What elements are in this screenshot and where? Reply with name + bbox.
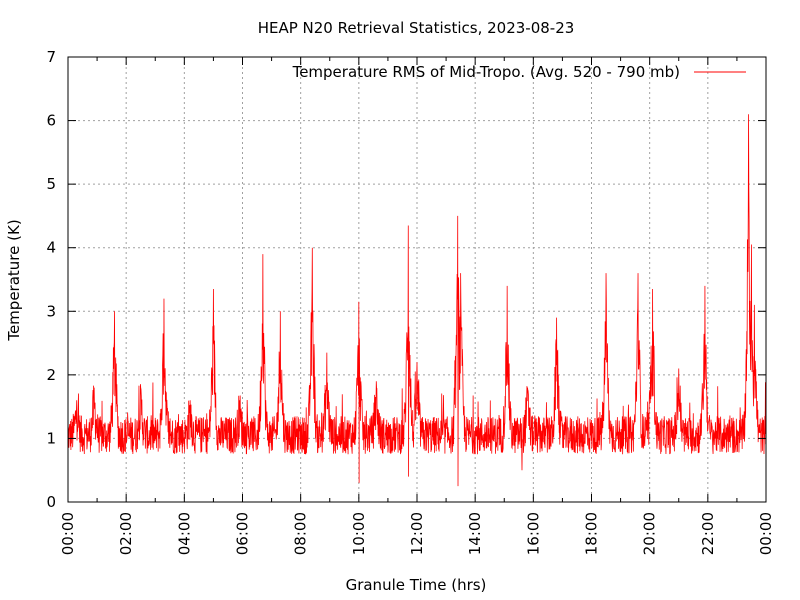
y-tick-label: 0 — [46, 493, 56, 511]
y-tick-label: 7 — [46, 48, 56, 66]
x-tick-label: 08:00 — [292, 512, 310, 555]
y-tick-label: 5 — [46, 175, 56, 193]
y-tick-labels: 0 1 2 3 4 5 6 7 — [46, 48, 56, 511]
y-tick-label: 6 — [46, 112, 56, 130]
x-tick-label: 00:00 — [757, 512, 775, 555]
y-tick-label: 1 — [46, 429, 56, 447]
x-tick-label: 06:00 — [234, 512, 252, 555]
x-tick-label: 14:00 — [466, 512, 484, 555]
series-group — [67, 114, 767, 487]
x-tick-label: 22:00 — [699, 512, 717, 555]
legend-label: Temperature RMS of Mid-Tropo. (Avg. 520 … — [292, 63, 680, 81]
x-tick-label: 12:00 — [408, 512, 426, 555]
legend: Temperature RMS of Mid-Tropo. (Avg. 520 … — [292, 63, 746, 81]
chart-title: HEAP N20 Retrieval Statistics, 2023-08-2… — [258, 19, 575, 37]
y-tick-label: 2 — [46, 366, 56, 384]
y-axis-label: Temperature (K) — [5, 219, 23, 341]
x-tick-label: 18:00 — [583, 512, 601, 555]
x-tick-label: 02:00 — [117, 512, 135, 555]
x-tick-label: 20:00 — [641, 512, 659, 555]
ticks — [67, 56, 767, 503]
x-tick-label: 16:00 — [524, 512, 542, 555]
x-tick-label: 00:00 — [59, 512, 77, 555]
y-tick-label: 4 — [46, 239, 56, 257]
x-tick-labels: 00:00 02:00 04:00 06:00 08:00 10:00 12:00 14:00… — [59, 512, 775, 555]
series-line — [67, 114, 767, 487]
y-tick-label: 3 — [46, 302, 56, 320]
x-tick-label: 04:00 — [175, 512, 193, 555]
x-tick-label: 10:00 — [350, 512, 368, 555]
x-axis-label: Granule Time (hrs) — [346, 576, 487, 594]
